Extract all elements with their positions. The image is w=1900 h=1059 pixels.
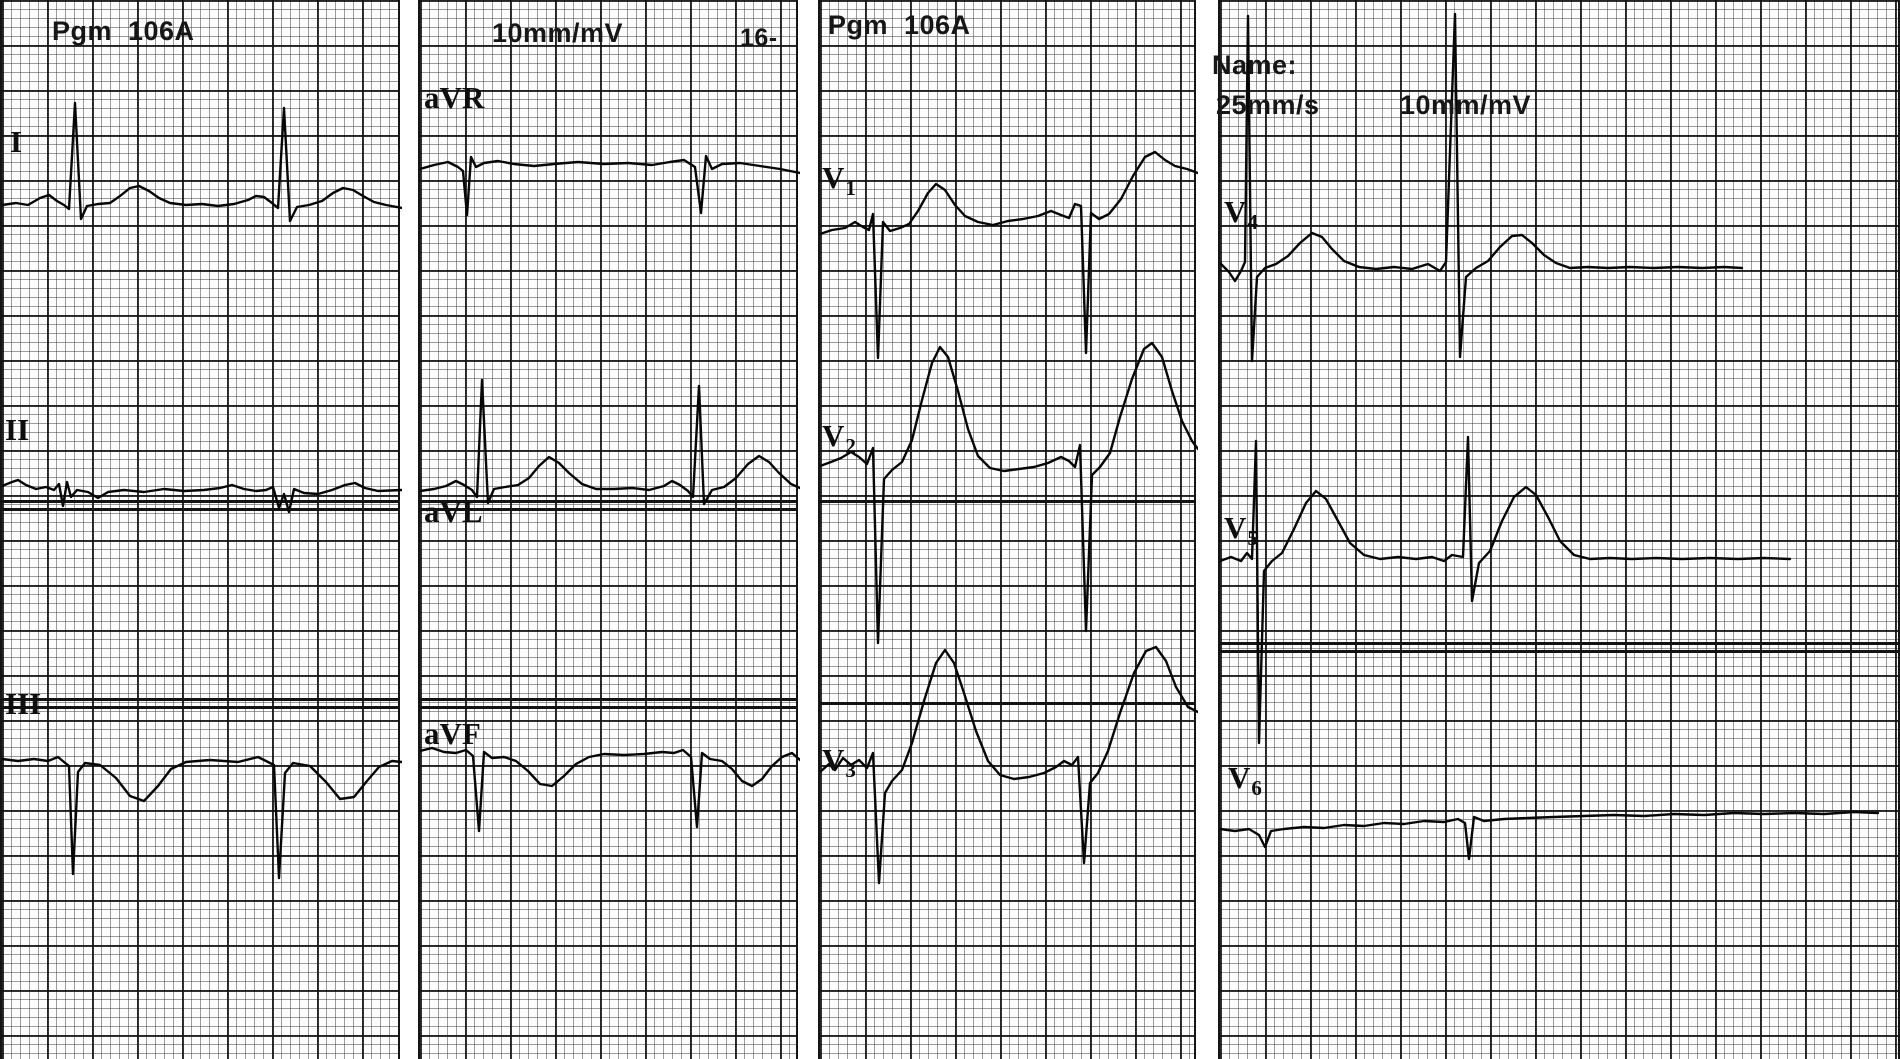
heavy-grid-line bbox=[2, 508, 398, 511]
ecg-strip-limb-leads bbox=[0, 0, 402, 1059]
gain-label-right: 10mm/mV bbox=[1400, 90, 1532, 120]
program-id-label-left: Pgm 106A bbox=[52, 16, 195, 46]
ecg-strip-augmented-leads bbox=[418, 0, 800, 1059]
lead-label-III: III bbox=[5, 686, 42, 722]
lead-label-aVL: aVL bbox=[424, 494, 484, 530]
lead-label-subscript: 5 bbox=[1247, 526, 1258, 550]
lead-label-text: V bbox=[1224, 194, 1247, 229]
lead-label-II: II bbox=[5, 412, 30, 448]
heavy-grid-line bbox=[420, 500, 796, 503]
ecg-trace-III bbox=[2, 755, 402, 880]
ecg-strip-v4-v6 bbox=[1218, 0, 1900, 1059]
lead-label-V6: V6 bbox=[1228, 760, 1262, 800]
lead-label-text: II bbox=[5, 412, 30, 447]
lead-label-V5: V5 bbox=[1224, 510, 1258, 550]
gain-label-top: 10mm/mV bbox=[492, 18, 624, 48]
lead-label-subscript: 3 bbox=[845, 758, 856, 782]
lead-label-text: aVF bbox=[424, 716, 481, 751]
ecg-trace-svg-v1-v3 bbox=[820, 150, 1198, 885]
heavy-grid-line bbox=[420, 706, 796, 709]
lead-label-subscript: 6 bbox=[1251, 776, 1262, 800]
lead-label-I: I bbox=[10, 124, 23, 160]
lead-label-V3: V3 bbox=[822, 742, 856, 782]
lead-label-subscript: 4 bbox=[1247, 210, 1258, 234]
ecg-trace-svg-augmented bbox=[420, 154, 800, 833]
ecg-trace-V2 bbox=[820, 341, 1198, 645]
ecg-trace-V1 bbox=[820, 150, 1198, 360]
heavy-grid-line bbox=[420, 508, 796, 511]
heavy-grid-line bbox=[1220, 642, 1898, 645]
heavy-grid-line bbox=[2, 706, 398, 709]
ecg-trace-aVR bbox=[420, 154, 800, 217]
lead-label-aVR: aVR bbox=[424, 80, 485, 116]
lead-label-text: V bbox=[1224, 510, 1247, 545]
paper-speed-label: 25mm/s bbox=[1216, 90, 1320, 120]
lead-label-subscript: 2 bbox=[845, 434, 856, 458]
ecg-trace-svg-v4-v6 bbox=[1220, 12, 1880, 861]
cutoff-text-fragment: 16- bbox=[740, 24, 778, 52]
lead-label-text: V bbox=[1228, 760, 1251, 795]
lead-label-text: V bbox=[822, 160, 845, 195]
ecg-trace-V6 bbox=[1220, 810, 1880, 861]
patient-name-label: Name: bbox=[1212, 50, 1298, 80]
ecg-trace-aVF bbox=[420, 746, 800, 833]
lead-label-V4: V4 bbox=[1224, 194, 1258, 234]
lead-label-V2: V2 bbox=[822, 418, 856, 458]
ecg-trace-V4 bbox=[1220, 12, 1744, 363]
ecg-strip-v1-v3 bbox=[818, 0, 1198, 1059]
heavy-grid-line bbox=[2, 500, 398, 503]
program-id-label-right: Pgm 106A bbox=[828, 10, 971, 40]
ecg-trace-svg-limb bbox=[2, 101, 402, 880]
ecg-trace-V3 bbox=[820, 645, 1198, 885]
ecg-trace-aVL bbox=[420, 378, 800, 506]
ecg-trace-I bbox=[2, 101, 402, 223]
ecg-trace-V5 bbox=[1220, 435, 1792, 745]
ecg-trace-II bbox=[2, 478, 402, 514]
lead-label-text: aVR bbox=[424, 80, 485, 115]
lead-label-text: V bbox=[822, 742, 845, 777]
heavy-grid-line bbox=[2, 698, 398, 701]
heavy-grid-line bbox=[820, 702, 1194, 705]
lead-label-text: I bbox=[10, 124, 23, 159]
heavy-grid-line bbox=[1220, 650, 1898, 653]
heavy-grid-line bbox=[420, 698, 796, 701]
lead-label-text: aVL bbox=[424, 494, 483, 529]
lead-label-subscript: 1 bbox=[845, 176, 856, 200]
lead-label-text: V bbox=[822, 418, 845, 453]
lead-label-text: III bbox=[5, 686, 42, 721]
heavy-grid-line bbox=[820, 500, 1194, 503]
lead-label-aVF: aVF bbox=[424, 716, 482, 752]
lead-label-V1: V1 bbox=[822, 160, 856, 200]
